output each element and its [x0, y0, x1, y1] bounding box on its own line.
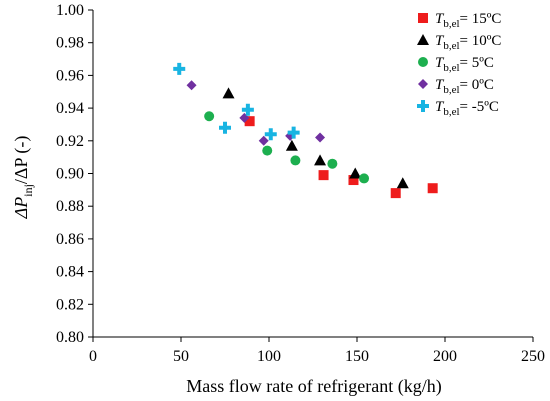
y-tick-label: 0.80 — [56, 329, 84, 346]
x-tick-label: 250 — [521, 348, 545, 365]
y-tick-label: 0.82 — [56, 296, 84, 313]
legend-label: Tb,el= 0ºC — [435, 77, 494, 96]
legend-label: Tb,el= -5ºC — [435, 99, 499, 118]
data-point — [318, 170, 329, 181]
legend-item: Tb,el= 15ºC — [418, 11, 501, 30]
data-point — [222, 87, 235, 99]
y-axis-title-rest: /ΔP (-) — [11, 136, 32, 184]
data-point — [349, 167, 362, 179]
legend-marker — [418, 57, 428, 67]
data-point — [204, 111, 215, 122]
y-tick-label: 0.96 — [56, 67, 84, 84]
y-tick-label: 0.86 — [56, 231, 84, 248]
x-tick-label: 50 — [173, 348, 189, 365]
data-point — [315, 132, 326, 143]
x-tick-label: 0 — [89, 348, 97, 365]
data-point — [262, 145, 273, 156]
y-tick-label: 0.84 — [56, 264, 84, 281]
data-point — [219, 121, 231, 134]
data-point — [287, 126, 300, 139]
y-axis: 0.80 0.82 0.84 0.86 0.88 0.90 0.92 0.94 0.96 0.98… — [56, 2, 93, 346]
data-point — [390, 188, 401, 199]
data-points — [173, 62, 438, 199]
legend: Tb,el= 15ºC Tb,el= 10ºC Tb,el= 5ºC Tb,el= 0… — [417, 11, 501, 118]
data-point — [241, 103, 254, 116]
y-tick-label: 0.94 — [56, 100, 84, 117]
series-2 — [204, 111, 370, 184]
y-tick-label: 0.92 — [56, 133, 84, 150]
legend-item: Tb,el= 5ºC — [418, 55, 494, 74]
data-point — [348, 175, 359, 186]
y-axis-title-subscript: inj — [21, 184, 35, 197]
y-axis-title-delta: ΔP — [11, 197, 31, 220]
x-tick-label: 150 — [345, 348, 369, 365]
legend-item: Tb,el= 10ºC — [417, 33, 501, 52]
data-point — [290, 155, 301, 166]
x-tick-label: 200 — [433, 348, 457, 365]
y-axis-title: ΔPinj/ΔP (-) — [11, 136, 35, 220]
x-axis: 0 50 100 150 200 250 — [89, 337, 545, 365]
series-0 — [244, 116, 438, 199]
legend-label: Tb,el= 10ºC — [435, 33, 501, 52]
legend-label: Tb,el= 15ºC — [435, 11, 501, 30]
data-point — [359, 173, 370, 184]
data-point — [327, 158, 338, 169]
series-4 — [173, 62, 300, 141]
y-tick-label: 0.90 — [56, 166, 84, 183]
legend-marker — [417, 100, 429, 112]
data-point — [173, 62, 186, 75]
data-point — [314, 154, 327, 166]
x-axis-title: Mass flow rate of refrigerant (kg/h) — [186, 376, 441, 397]
data-point — [258, 135, 269, 146]
legend-marker — [418, 13, 428, 23]
legend-marker — [418, 79, 428, 89]
legend-marker — [417, 34, 429, 45]
legend-item: Tb,el= -5ºC — [417, 99, 499, 118]
series-1 — [222, 87, 409, 189]
legend-item: Tb,el= 0ºC — [418, 77, 494, 96]
data-point — [244, 116, 255, 127]
data-point — [186, 80, 197, 91]
data-point — [396, 177, 409, 189]
data-point — [427, 183, 438, 194]
y-tick-label: 0.98 — [56, 35, 84, 52]
data-point — [264, 128, 277, 141]
y-tick-label: 1.00 — [56, 2, 84, 19]
legend-label: Tb,el= 5ºC — [435, 55, 494, 74]
data-point — [285, 139, 298, 151]
y-tick-label: 0.88 — [56, 198, 84, 215]
x-tick-label: 100 — [257, 348, 281, 365]
